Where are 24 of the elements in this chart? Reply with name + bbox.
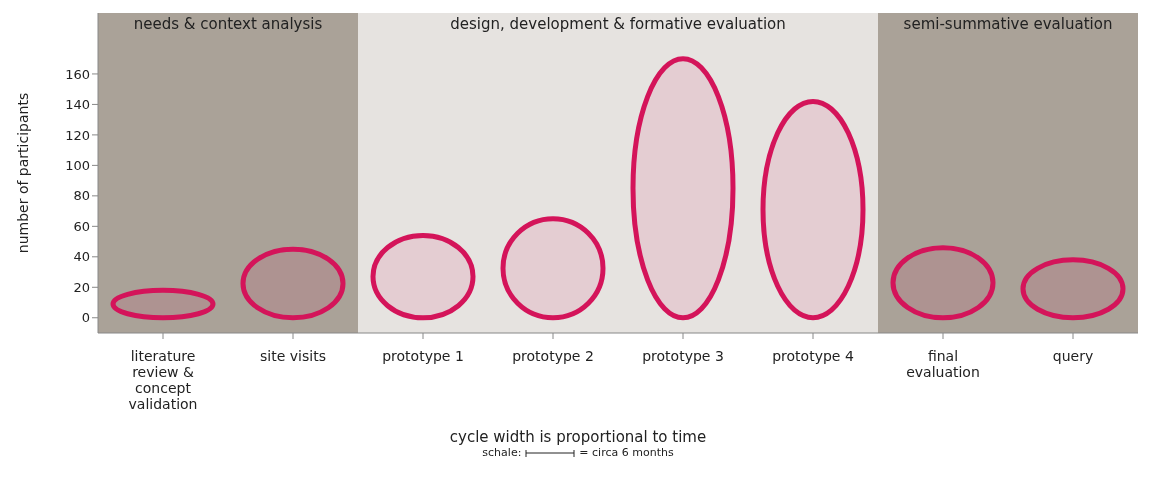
y-tick-label: 140: [65, 97, 90, 113]
text: schale:: [482, 446, 522, 459]
y-tick-label: 100: [65, 158, 90, 173]
y-tick-label: 80: [73, 188, 90, 204]
y-tick-label: 20: [73, 279, 90, 295]
band-label: needs & context analysis: [133, 14, 323, 33]
y-tick-label: 60: [73, 218, 90, 234]
y-tick-label: 40: [73, 249, 90, 265]
x-tick-label: literature review & concept validation: [128, 348, 198, 412]
x-tick-label: prototype 3: [642, 348, 724, 364]
x-tick-label: prototype 1: [382, 348, 464, 364]
text: cycle width is proportional to time: [448, 428, 708, 446]
band-label: design, development & formative evaluation: [450, 14, 786, 33]
x-tick-label: prototype 4: [772, 348, 854, 364]
y-tick-label: 120: [65, 127, 90, 143]
y-tick-label: 0: [81, 310, 90, 326]
y-axis-title: number of participants: [14, 92, 31, 254]
band-label: semi-summative evaluation: [903, 14, 1113, 33]
x-tick-label: final evaluation: [906, 348, 980, 380]
x-tick-label: site visits: [260, 348, 326, 364]
x-tick-label: query: [1052, 348, 1094, 364]
x-tick-label: prototype 2: [512, 348, 594, 364]
y-tick-label: 160: [65, 66, 90, 82]
text: = circa 6 months: [579, 446, 674, 459]
